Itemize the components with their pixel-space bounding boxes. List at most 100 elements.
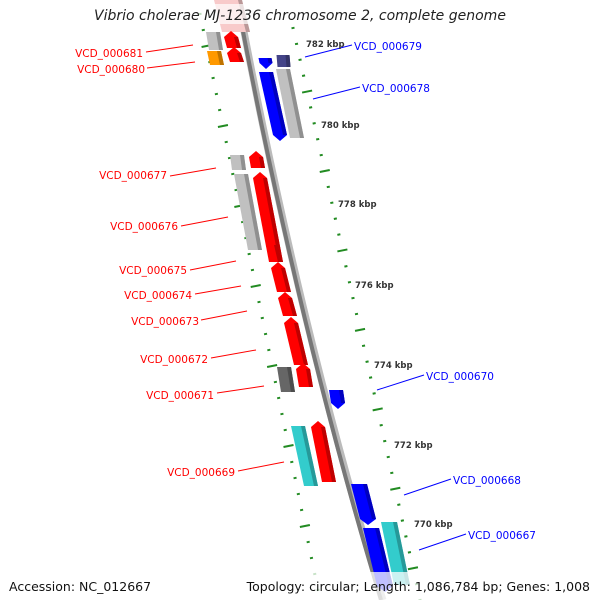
minor-tick: [397, 503, 401, 506]
gene-feature-shade: [375, 528, 393, 586]
minor-tick: [294, 42, 299, 46]
minor-tick: [214, 92, 219, 96]
map-title: Vibrio cholerae MJ-1236 chromosome 2, co…: [94, 8, 506, 24]
gene-feature-shade: [288, 298, 297, 316]
minor-tick: [407, 551, 412, 554]
gene-label[interactable]: VCD_000675: [119, 265, 187, 277]
minor-tick: [326, 185, 330, 189]
chromosome-backbone: [235, 0, 383, 600]
minor-tick: [296, 492, 301, 496]
scale-label: 772 kbp: [394, 441, 433, 451]
minor-tick: [404, 535, 408, 538]
genome-summary-text: Topology: circular; Length: 1,086,784 bp…: [246, 579, 590, 594]
minor-tick: [390, 471, 394, 475]
minor-tick: [319, 153, 323, 157]
minor-tick: [250, 268, 255, 272]
gene-label[interactable]: VCD_000678: [362, 83, 430, 95]
minor-tick: [263, 332, 268, 336]
gene-feature-shade: [267, 58, 273, 63]
gene-label[interactable]: VCD_000673: [131, 316, 199, 328]
gene-label[interactable]: VCD_000677: [99, 170, 167, 182]
minor-tick: [301, 74, 306, 77]
major-tick: [217, 124, 229, 128]
minor-tick: [344, 265, 348, 268]
minor-tick: [224, 140, 228, 144]
gene-feature-shade: [263, 178, 283, 262]
major-tick: [407, 566, 419, 571]
gene-feature[interactable]: [351, 484, 376, 525]
minor-tick: [293, 476, 297, 480]
gene-label[interactable]: VCD_000669: [167, 467, 235, 479]
gene-feature-shade: [306, 369, 313, 387]
minor-tick: [333, 217, 338, 220]
gene-label[interactable]: VCD_000681: [75, 48, 143, 60]
gene-label[interactable]: VCD_000670: [426, 371, 494, 383]
accession-text: Accession: NC_012667: [9, 579, 152, 594]
minor-tick: [361, 344, 366, 348]
major-tick: [250, 284, 261, 288]
gene-feature-shade: [393, 522, 410, 585]
gene-label[interactable]: VCD_000674: [124, 290, 192, 302]
gene-feature-shade: [339, 390, 345, 403]
gene-label[interactable]: VCD_000671: [146, 390, 214, 402]
minor-tick: [383, 439, 387, 443]
gene-feature[interactable]: [259, 72, 287, 141]
minor-tick: [273, 380, 278, 384]
minor-tick: [211, 76, 215, 80]
gene-feature-shade: [269, 72, 287, 135]
gene-label[interactable]: VCD_000680: [77, 64, 145, 76]
gene-feature-shade: [259, 157, 265, 168]
minor-tick: [309, 556, 314, 560]
gene-feature-shade: [363, 484, 376, 519]
minor-tick: [201, 28, 205, 32]
scale-label: 770 kbp: [414, 520, 453, 530]
minor-tick: [330, 201, 334, 205]
scale-label: 782 kbp: [306, 40, 345, 50]
minor-tick: [298, 58, 302, 62]
major-tick: [337, 248, 348, 253]
minor-tick: [280, 412, 284, 416]
major-tick: [319, 169, 330, 173]
minor-tick: [368, 376, 373, 379]
gene-feature-shade: [244, 174, 262, 250]
gene-feature-shade: [281, 268, 291, 292]
minor-tick: [217, 108, 222, 112]
scale-ticks: [198, 12, 422, 600]
gene-label[interactable]: VCD_000668: [453, 475, 521, 487]
minor-tick: [247, 252, 251, 256]
minor-tick: [347, 280, 352, 284]
minor-tick: [283, 428, 287, 432]
scale-label: 778 kbp: [338, 200, 377, 210]
minor-tick: [354, 312, 359, 316]
gene-label[interactable]: VCD_000676: [110, 221, 178, 233]
minor-tick: [291, 26, 295, 30]
minor-tick: [231, 172, 235, 176]
title-backdrop: [90, 4, 510, 24]
plus-strand-label-lines: [304, 44, 467, 551]
scale-label: 776 kbp: [355, 281, 394, 291]
gene-feature-shade: [237, 53, 244, 62]
minor-tick: [276, 396, 281, 400]
minor-tick: [379, 423, 383, 427]
minor-tick: [299, 508, 304, 512]
gene-feature-shade: [216, 32, 223, 50]
gene-label[interactable]: VCD_000679: [354, 41, 422, 53]
gene-feature-shade: [240, 155, 246, 170]
gene-feature-shade: [286, 69, 304, 138]
minor-tick: [351, 296, 355, 300]
minor-tick: [260, 316, 264, 320]
scale-label: 774 kbp: [374, 361, 413, 371]
minor-tick: [365, 360, 369, 363]
minor-tick: [372, 392, 376, 395]
gene-feature-shade: [321, 427, 336, 482]
minor-tick: [267, 348, 271, 352]
gene-label[interactable]: VCD_000672: [140, 354, 208, 366]
gene-feature-shade: [285, 55, 291, 67]
major-tick: [299, 524, 311, 528]
minor-tick: [312, 122, 316, 125]
gene-label[interactable]: VCD_000667: [468, 530, 536, 542]
major-tick: [283, 444, 294, 448]
major-tick: [354, 327, 366, 332]
